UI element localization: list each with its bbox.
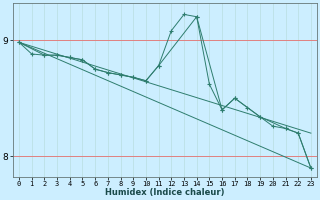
X-axis label: Humidex (Indice chaleur): Humidex (Indice chaleur): [105, 188, 225, 197]
